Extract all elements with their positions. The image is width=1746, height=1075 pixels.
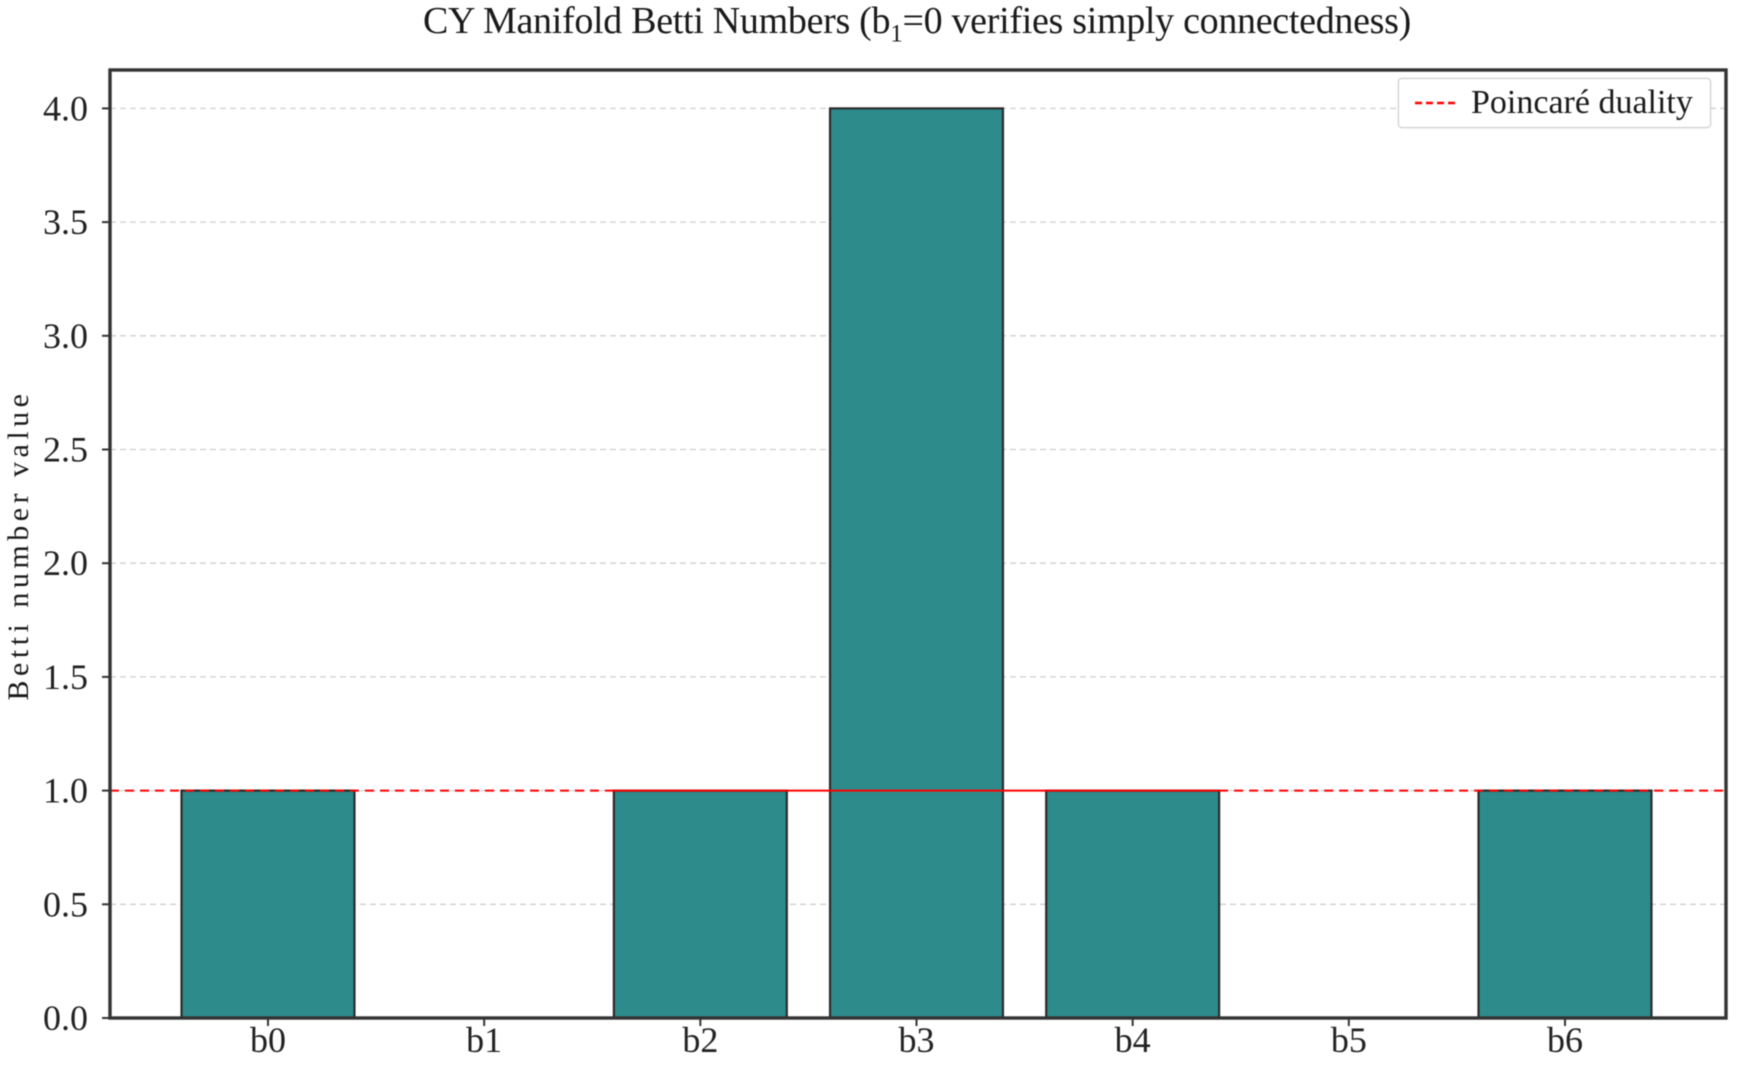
svg-text:b2: b2 bbox=[682, 1020, 718, 1060]
svg-text:b5: b5 bbox=[1331, 1020, 1367, 1060]
svg-text:b6: b6 bbox=[1547, 1020, 1583, 1060]
svg-text:b1: b1 bbox=[466, 1020, 502, 1060]
svg-text:0.5: 0.5 bbox=[43, 884, 88, 924]
svg-text:1.5: 1.5 bbox=[43, 657, 88, 697]
svg-text:3.5: 3.5 bbox=[43, 202, 88, 242]
svg-text:2.5: 2.5 bbox=[43, 430, 88, 470]
svg-text:0.0: 0.0 bbox=[43, 998, 88, 1038]
svg-text:b0: b0 bbox=[250, 1020, 286, 1060]
svg-text:4.0: 4.0 bbox=[43, 88, 88, 128]
svg-text:3.0: 3.0 bbox=[43, 316, 88, 356]
svg-text:b4: b4 bbox=[1115, 1020, 1151, 1060]
svg-text:1.0: 1.0 bbox=[43, 771, 88, 811]
svg-text:b3: b3 bbox=[899, 1020, 935, 1060]
svg-text:2.0: 2.0 bbox=[43, 543, 88, 583]
